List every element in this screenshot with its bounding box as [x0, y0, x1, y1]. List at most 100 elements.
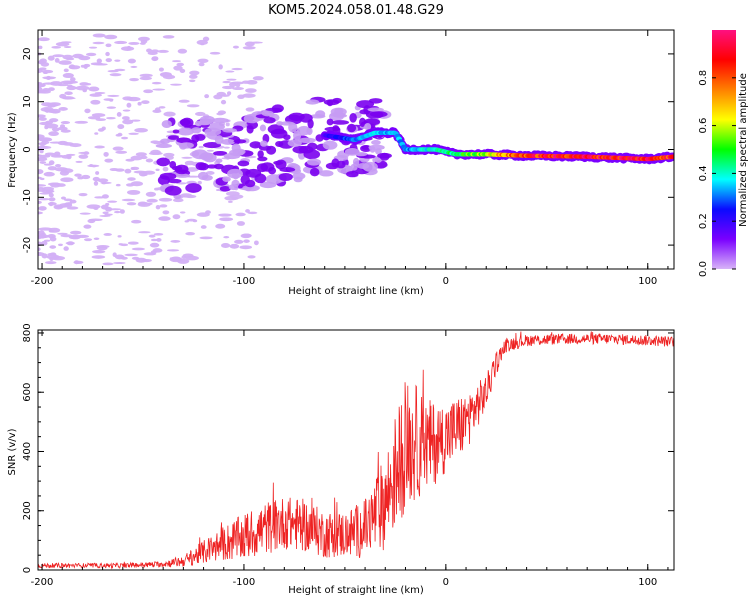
spectrogram-noise-blob [252, 76, 264, 81]
spectrogram-noise-blob [116, 111, 122, 117]
spectrogram-blob [333, 113, 348, 118]
spectrogram-noise-blob [44, 152, 56, 156]
spectrogram-noise-blob [122, 116, 130, 121]
spectrogram-noise-blob [115, 183, 121, 187]
spectrogram-noise-blob [218, 213, 232, 217]
spectrogram-noise-blob [49, 182, 61, 188]
spectrogram-blob [309, 167, 320, 177]
spectrogram-blob [233, 139, 247, 144]
spectrogram-noise-blob [92, 176, 100, 182]
spectrogram-noise-blob [124, 168, 132, 174]
spectrogram-noise-blob [69, 230, 82, 235]
spectrogram-blob [324, 126, 341, 132]
spectrogram-blob [214, 135, 224, 145]
spectrogram-noise-blob [128, 41, 140, 45]
spectrogram-noise-blob [172, 214, 181, 220]
spectrogram-noise-blob [199, 236, 213, 240]
spectrogram-noise-blob [73, 260, 80, 265]
spectrogram-noise-blob [184, 160, 195, 166]
spectrogram-noise-blob [88, 46, 98, 49]
spectrogram-noise-blob [100, 181, 112, 185]
colorbar-label: Normalized spectral amplitude [738, 73, 749, 227]
spectrogram-marks [38, 33, 674, 266]
spectrogram-blob [346, 170, 359, 178]
spectrogram-noise-blob [46, 254, 60, 260]
spectrogram-noise-blob [117, 235, 122, 238]
spectrogram-noise-blob [220, 242, 231, 248]
spectrogram-blob [159, 172, 177, 180]
spectrogram-noise-blob [130, 65, 138, 68]
spectrogram-blob [334, 107, 344, 115]
spectrogram-noise-blob [54, 151, 61, 156]
spectrogram-noise-blob [63, 68, 69, 73]
spectrogram-noise-blob [215, 223, 226, 229]
spectrogram-noise-blob [139, 42, 146, 45]
tick-label: 0 [22, 146, 33, 152]
spectrogram-blob [259, 124, 267, 132]
spectrogram-blob [211, 117, 230, 124]
spectrogram-noise-blob [60, 196, 67, 200]
spectrogram-noise-blob [94, 132, 99, 135]
spectrogram-noise-blob [189, 70, 200, 76]
spectrogram-blob [172, 129, 180, 134]
spectrogram-noise-blob [92, 33, 106, 38]
spectrogram-blob [206, 164, 218, 169]
spectrogram-blob [368, 144, 385, 151]
spectrogram-noise-blob [54, 205, 68, 208]
spectrogram-noise-blob [114, 210, 121, 214]
spectrogram-noise-blob [78, 151, 90, 154]
spectrogram-blob [201, 174, 213, 181]
spectrogram-blob [326, 99, 334, 107]
spectrogram-noise-blob [126, 189, 141, 195]
spectrogram-noise-blob [41, 69, 54, 74]
spectrogram-noise-blob [78, 192, 88, 197]
spectrogram-blob [297, 137, 316, 144]
spectrogram-blob [191, 149, 209, 160]
spectrogram-blob [177, 127, 195, 136]
spectrogram-noise-blob [234, 239, 244, 244]
spectrogram-noise-blob [88, 86, 100, 92]
spectrogram-noise-blob [41, 141, 50, 145]
spectrogram-noise-blob [49, 141, 63, 144]
spectrogram-noise-blob [82, 88, 87, 93]
spectrogram-noise-blob [59, 124, 66, 128]
spectrogram-noise-blob [107, 94, 120, 97]
spectrogram-noise-blob [60, 177, 74, 183]
spectrogram-noise-blob [152, 88, 166, 91]
tick-label: 0 [443, 276, 449, 287]
spectrogram-noise-blob [236, 221, 245, 226]
spectrogram-noise-blob [159, 204, 168, 208]
spectrogram-noise-blob [156, 238, 162, 242]
spectrogram-noise-blob [158, 216, 171, 221]
spectrogram-ridge-core [670, 154, 674, 159]
spectrogram-noise-blob [117, 124, 125, 130]
spectrogram-noise-blob [245, 107, 255, 112]
spectrogram-noise-blob [66, 85, 77, 91]
spectrogram-noise-blob [209, 51, 221, 55]
spectrogram-noise-blob [95, 118, 107, 122]
spectrogram-blob [322, 140, 338, 150]
spectrogram-noise-blob [115, 133, 122, 137]
spectrogram-blob [222, 128, 237, 133]
spectrogram-noise-blob [44, 125, 49, 130]
spectrogram-noise-blob [213, 94, 223, 100]
snr-panel: -200 -100 0 100 0 200 400 600 800 Height of stra… [7, 323, 675, 596]
spectrogram-noise-blob [226, 91, 232, 96]
spectrogram-noise-blob [197, 58, 209, 63]
spectrogram-noise-blob [60, 41, 72, 44]
spectrogram-noise-blob [139, 73, 153, 78]
spectrogram-noise-blob [232, 45, 239, 49]
spectrogram-blob [256, 163, 268, 173]
spectrogram-blob [155, 143, 173, 149]
spectrogram-noise-blob [121, 198, 136, 202]
spectrogram-noise-blob [129, 77, 139, 82]
spectrogram-noise-blob [218, 64, 223, 70]
spectrogram-noise-blob [38, 247, 41, 252]
spectrogram-noise-blob [93, 181, 99, 186]
spectrogram-noise-blob [222, 80, 231, 84]
spectrogram-noise-blob [78, 154, 89, 159]
spectrogram-noise-blob [235, 82, 241, 88]
spectrogram-noise-blob [126, 45, 132, 50]
spectrogram-noise-blob [172, 198, 184, 203]
spectrogram-noise-blob [109, 73, 122, 77]
